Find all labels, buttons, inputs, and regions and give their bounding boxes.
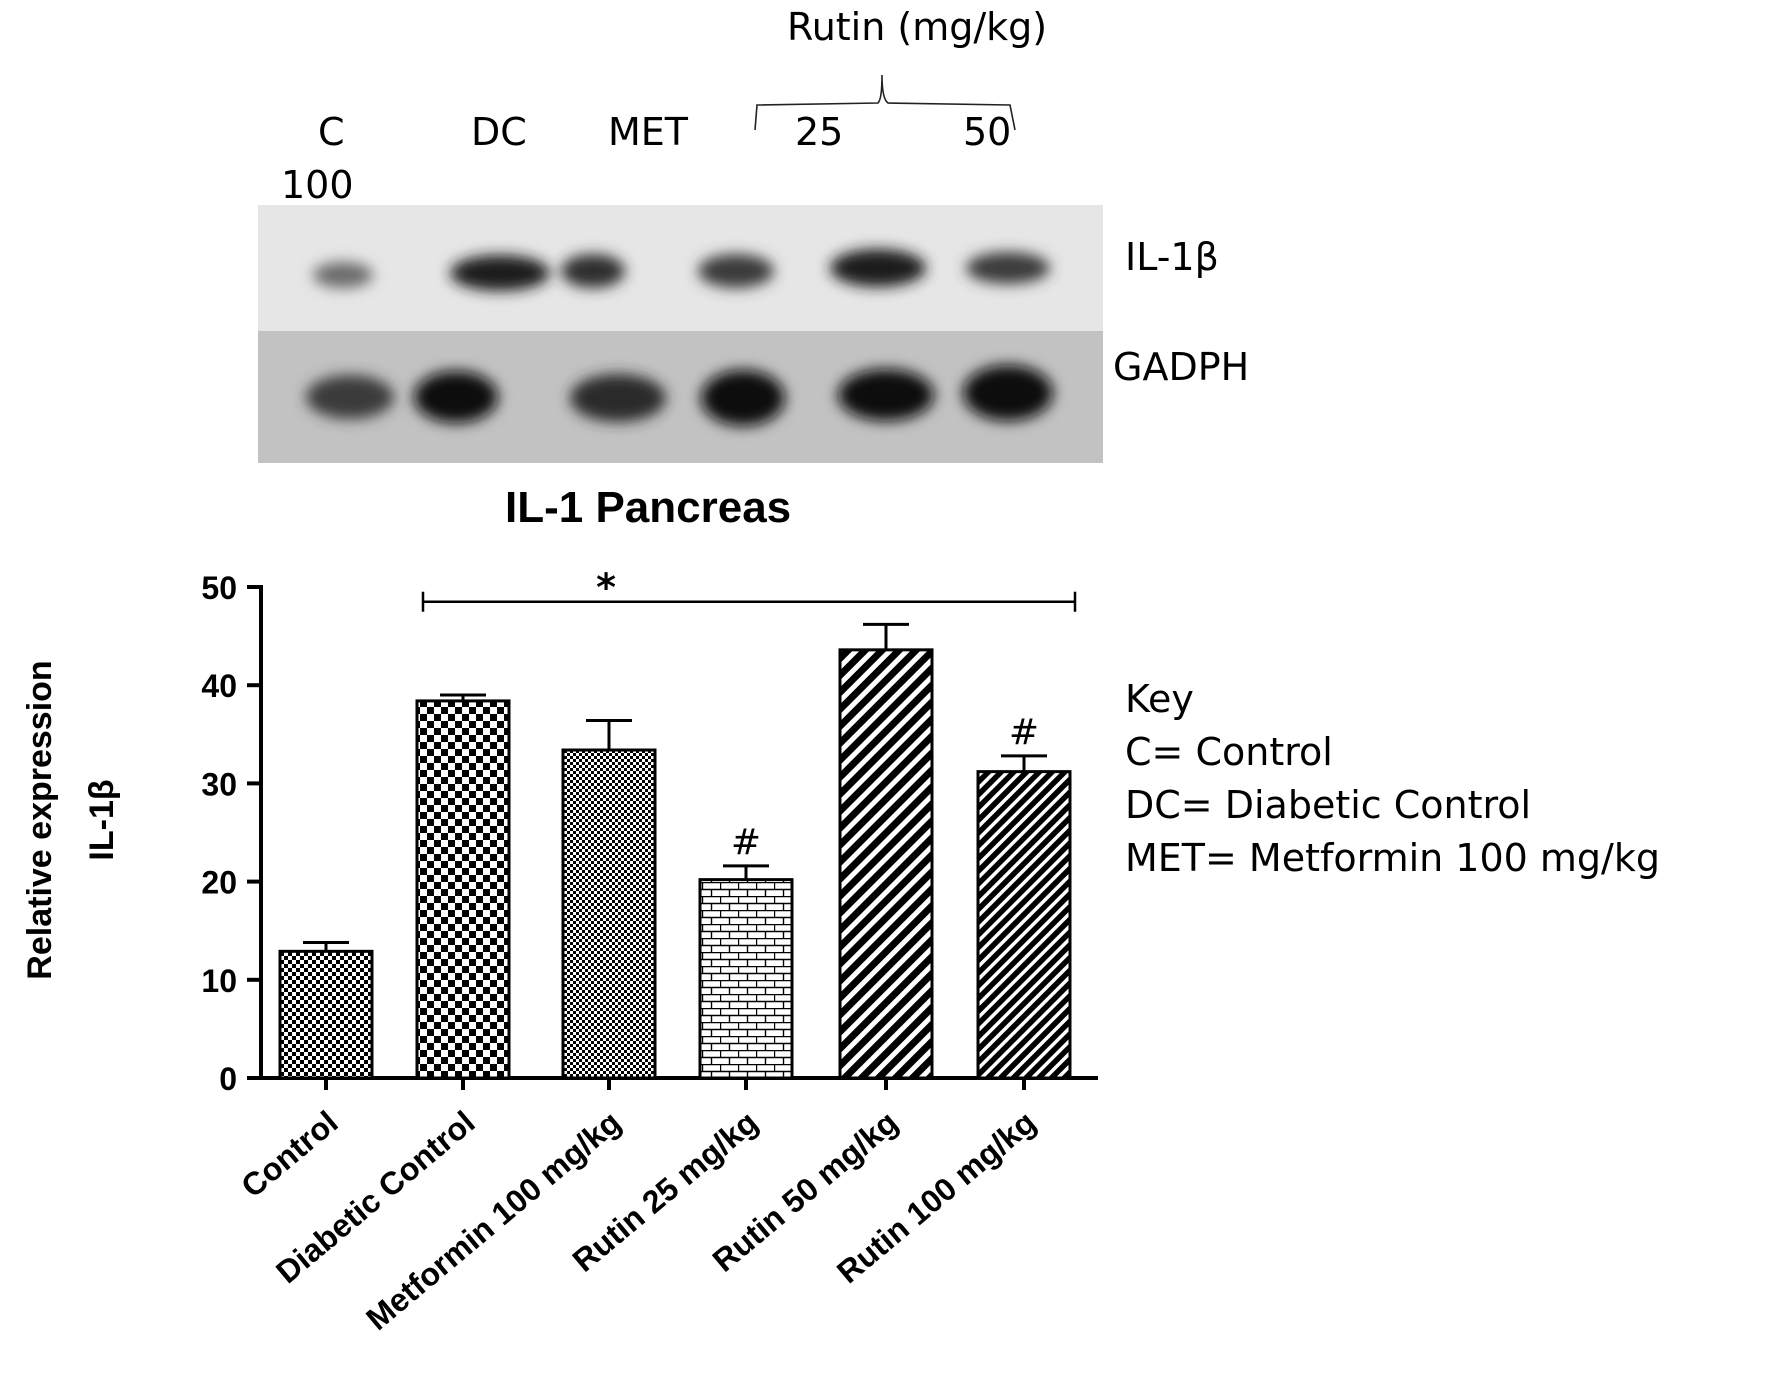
bar-group	[278, 622, 1072, 1080]
lane-label-dc: DC	[471, 110, 527, 154]
x-tick-label-2: Metformin 100 mg/kg	[359, 1104, 627, 1337]
band-label-il1b: IL-1β	[1125, 235, 1219, 279]
lane-label-met: MET	[608, 110, 689, 154]
rutin-group-label: Rutin (mg/kg)	[787, 5, 1048, 49]
bar-5	[976, 770, 1072, 1080]
key-legend: Key C= Control DC= Diabetic Control MET=…	[1125, 673, 1660, 885]
bar-2	[561, 748, 657, 1080]
y-tick-label-30: 30	[201, 766, 237, 802]
bar-3	[698, 878, 794, 1080]
lane-label-c: C	[318, 110, 345, 154]
y-tick-label-0: 0	[219, 1061, 237, 1097]
lane-label-100: 100	[281, 163, 354, 207]
y-axis-label-line2: IL-1β	[83, 779, 121, 860]
y-tick-group: 0 10 20 30 40 50	[201, 570, 261, 1097]
band-label-gadph: GADPH	[1113, 345, 1250, 389]
y-axis-label: Relative expression IL-1β	[21, 660, 121, 979]
lane-label-50: 50	[963, 110, 1012, 154]
bar-marker-3: #	[731, 822, 761, 863]
bar-1	[415, 699, 511, 1080]
bar-0	[278, 949, 374, 1080]
y-tick-label-20: 20	[201, 865, 237, 901]
key-line-control: C= Control	[1125, 730, 1333, 774]
rutin-group-bracket	[754, 74, 1016, 131]
y-tick-label-10: 10	[201, 963, 237, 999]
key-heading: Key	[1125, 677, 1194, 721]
key-line-metformin: MET= Metformin 100 mg/kg	[1125, 836, 1660, 880]
chart-title: IL-1 Pancreas	[505, 483, 792, 532]
significance-star: *	[596, 566, 616, 610]
bar-marker-5: #	[1009, 712, 1039, 753]
lane-label-25: 25	[795, 110, 844, 154]
annotation-group: # # *	[421, 566, 1077, 863]
key-line-diabetic-control: DC= Diabetic Control	[1125, 783, 1532, 827]
bar-4	[838, 648, 934, 1080]
y-tick-label-40: 40	[201, 668, 237, 704]
x-tick-label-0: Control	[234, 1104, 344, 1205]
y-axis-label-line1: Relative expression	[21, 660, 59, 979]
y-tick-label-50: 50	[201, 570, 237, 606]
western-blot-image	[258, 205, 1103, 463]
chart-axes	[259, 585, 1098, 1080]
